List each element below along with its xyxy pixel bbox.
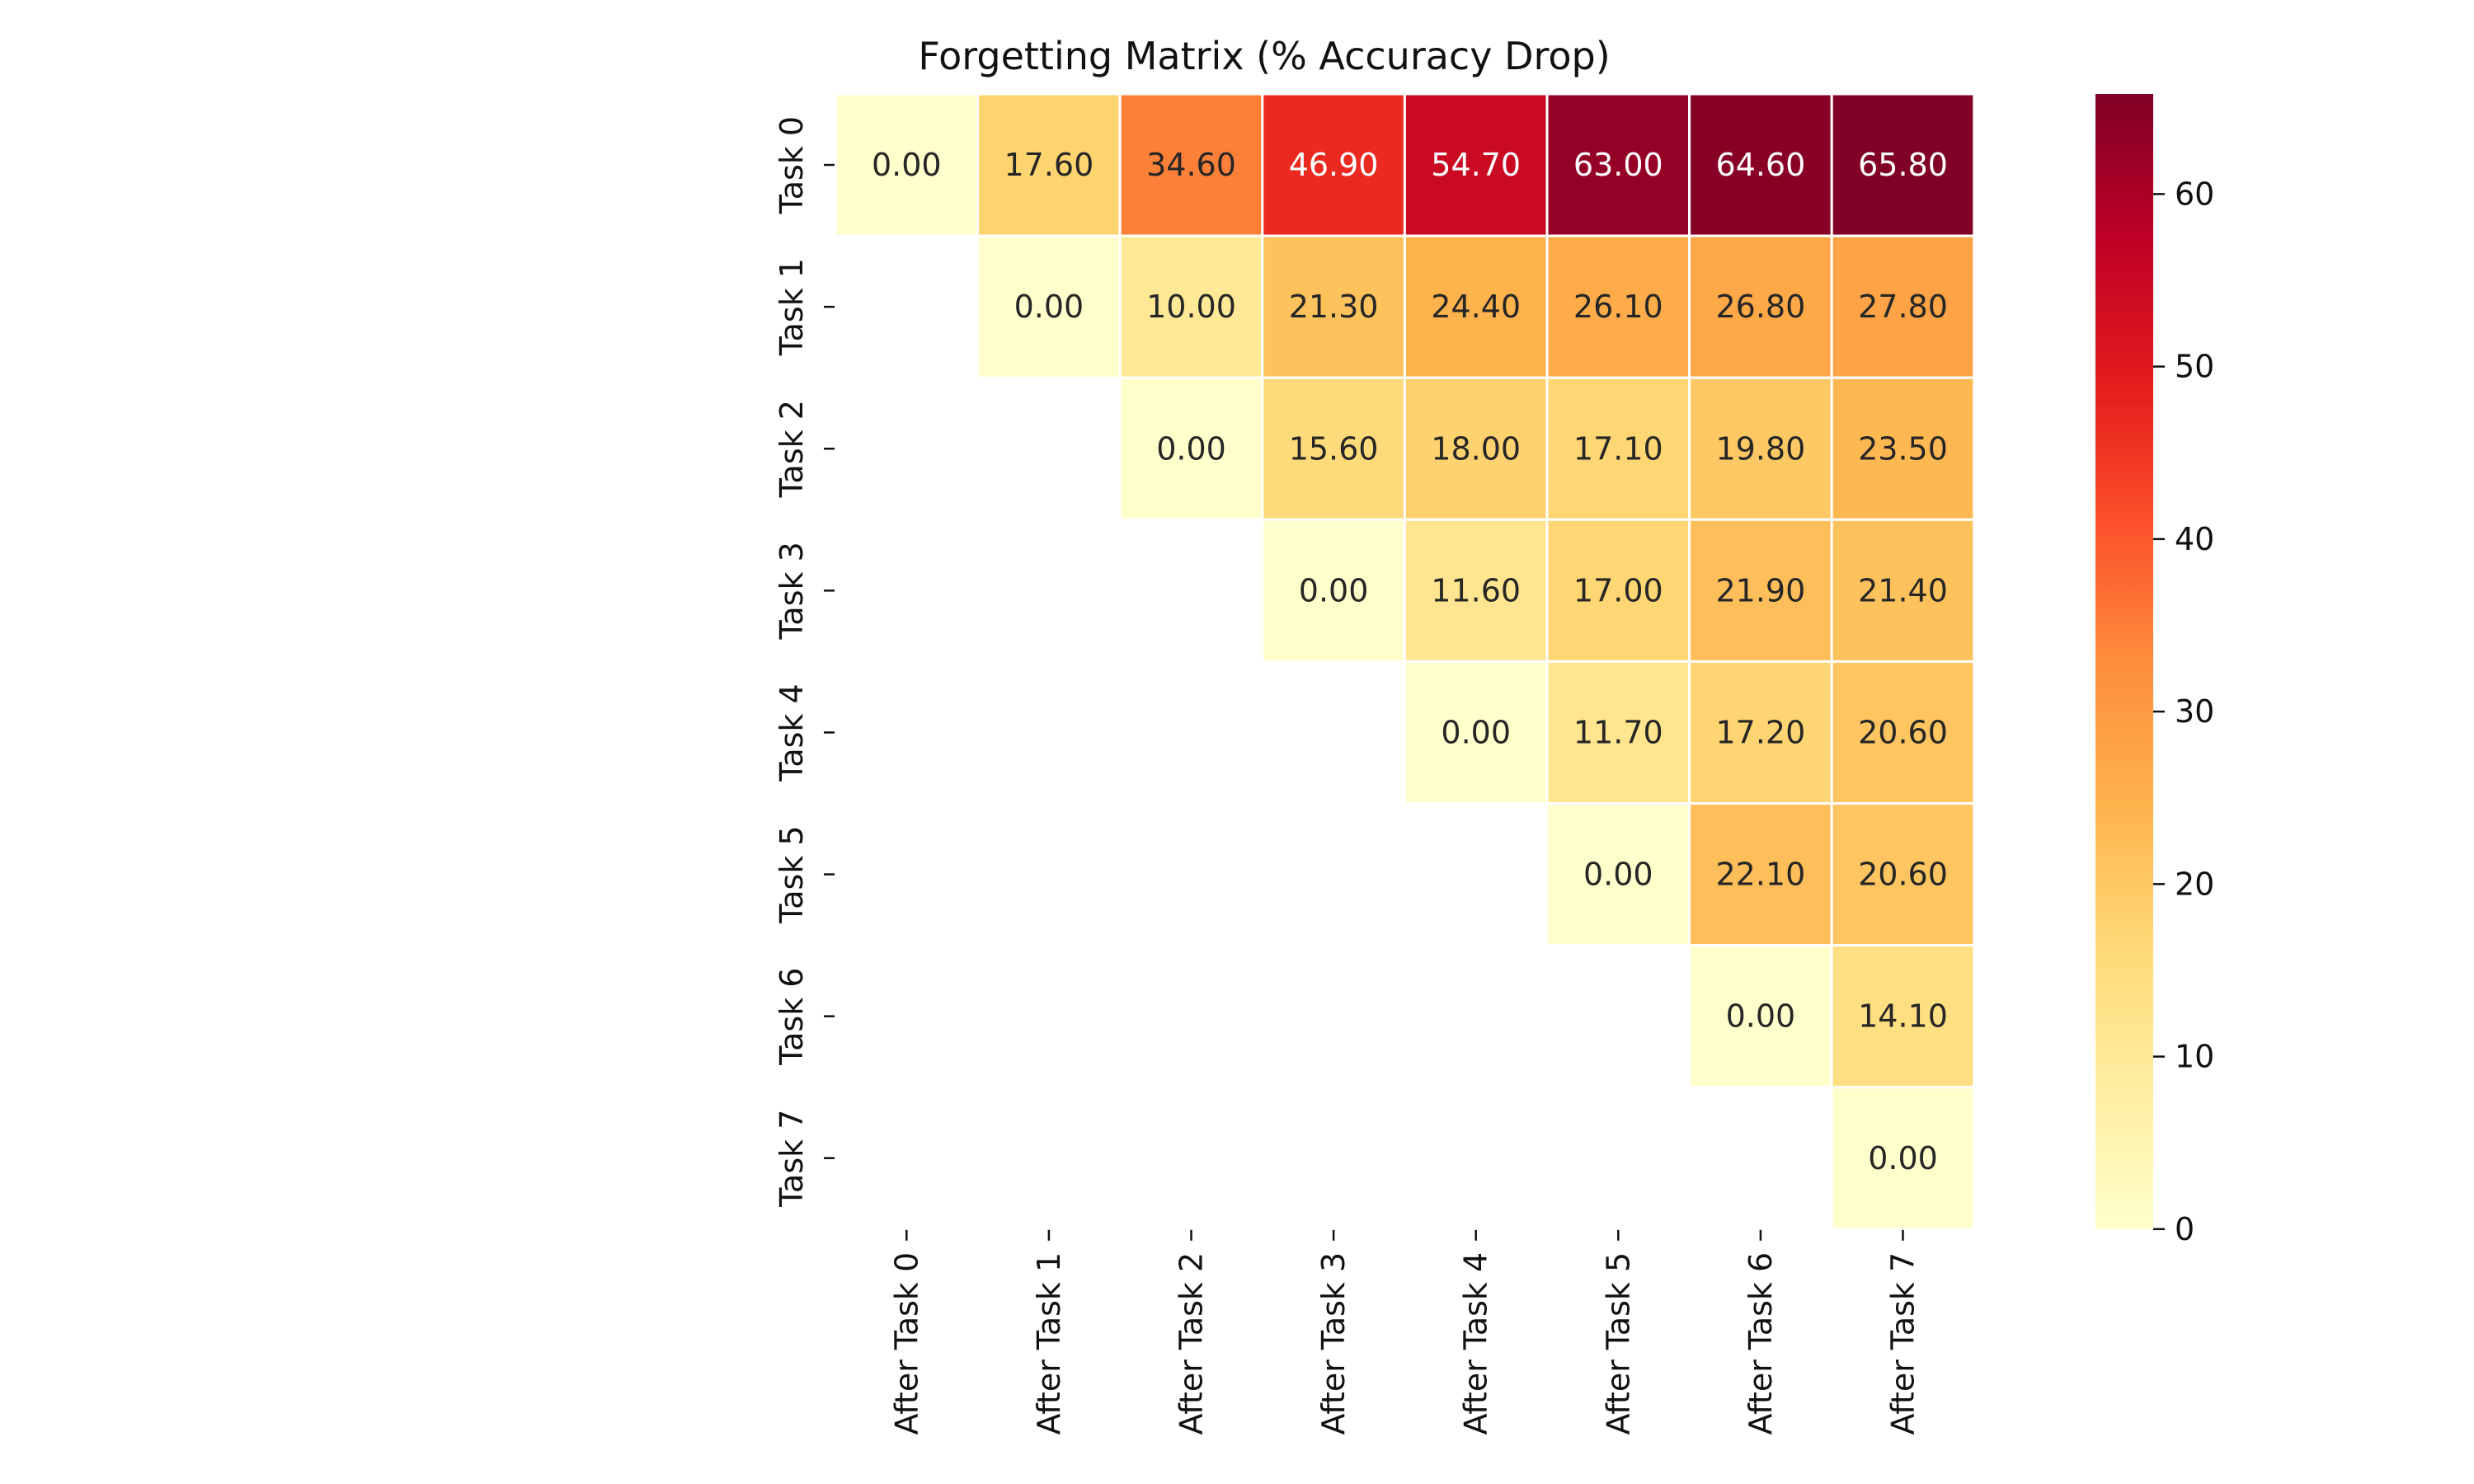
heatmap-cell — [1830, 376, 1976, 521]
cell-value-label: 11.70 — [1573, 714, 1663, 750]
cell-value-label: 26.10 — [1573, 289, 1663, 325]
heatmap-cell — [1830, 518, 1976, 663]
cell-value-label: 21.90 — [1716, 572, 1806, 608]
heatmap-cell — [1545, 802, 1691, 947]
chart-title: Forgetting Matrix (% Accuracy Drop) — [918, 34, 1610, 78]
colorbar-gradient — [2095, 94, 2153, 1229]
heatmap-cell — [976, 92, 1122, 237]
y-tick-label: Task 1 — [774, 258, 810, 356]
cell-value-label: 34.60 — [1146, 147, 1236, 183]
cell-value-label: 17.20 — [1716, 714, 1806, 750]
colorbar-ticks: 0 10 20 30 40 50 60 — [2153, 176, 2214, 1247]
heatmap-cell — [1830, 1086, 1976, 1231]
x-axis: After Task 0 After Task 1 After Task 2 Afte… — [888, 1229, 1921, 1435]
cell-value-label: 17.00 — [1573, 572, 1663, 608]
cell-value-label: 54.70 — [1431, 147, 1521, 183]
cell-value-label: 65.80 — [1858, 147, 1948, 183]
heatmap-cell — [834, 92, 980, 237]
y-tick-label: Task 0 — [774, 116, 810, 214]
cell-value-label: 18.00 — [1431, 430, 1521, 467]
heatmap-cell — [1403, 660, 1549, 805]
heatmap-cell — [1261, 376, 1406, 521]
cell-value-label: 24.40 — [1431, 289, 1521, 325]
heatmap-cell — [1403, 234, 1549, 379]
cell-value-label: 20.60 — [1858, 857, 1948, 893]
y-tick-label: Task 3 — [774, 542, 810, 640]
heatmap-cell — [1830, 660, 1976, 805]
cell-value-label: 21.40 — [1858, 572, 1948, 608]
cell-value-label: 0.00 — [1014, 289, 1084, 325]
heatmap-cells: 0.00 17.60 34.60 46.90 54.70 63.00 64.60 65.80 0… — [834, 92, 1976, 1231]
heatmap-cell — [1688, 376, 1833, 521]
cell-value-label: 21.30 — [1289, 289, 1379, 325]
x-tick-label: After Task 2 — [1174, 1252, 1210, 1435]
colorbar: 0 10 20 30 40 50 60 — [2095, 94, 2214, 1247]
x-tick-label: After Task 1 — [1031, 1252, 1067, 1435]
colorbar-tick-label: 20 — [2175, 866, 2214, 902]
heatmap-cell — [1118, 92, 1264, 237]
cell-value-label: 17.10 — [1573, 430, 1663, 467]
heatmap-cell — [976, 234, 1122, 379]
cell-value-label: 0.00 — [872, 147, 942, 183]
heatmap-cell — [1545, 376, 1691, 521]
heatmap-cell — [1118, 376, 1264, 521]
cell-value-label: 19.80 — [1716, 430, 1806, 467]
cell-value-label: 17.60 — [1004, 147, 1094, 183]
y-tick-label: Task 7 — [774, 1110, 810, 1208]
y-tick-label: Task 5 — [774, 825, 810, 923]
cell-value-label: 26.80 — [1716, 289, 1806, 325]
x-tick-label: After Task 0 — [888, 1252, 924, 1435]
x-tick-label: After Task 5 — [1600, 1252, 1636, 1435]
y-tick-label: Task 6 — [774, 968, 810, 1066]
heatmap-cell — [1688, 518, 1833, 663]
y-tick-label: Task 2 — [774, 400, 810, 498]
heatmap-cell — [1688, 660, 1833, 805]
y-axis: Task 0 Task 1 Task 2 Task 3 Task 4 Task 5 Task… — [774, 116, 835, 1208]
colorbar-tick-label: 30 — [2175, 693, 2214, 730]
cell-value-label: 27.80 — [1858, 289, 1948, 325]
colorbar-tick-label: 0 — [2175, 1211, 2194, 1247]
cell-value-label: 46.90 — [1289, 147, 1379, 183]
cell-value-label: 0.00 — [1441, 714, 1511, 750]
cell-value-label: 0.00 — [1726, 998, 1796, 1035]
heatmap-cell — [1403, 518, 1549, 663]
colorbar-tick-label: 50 — [2175, 349, 2214, 385]
x-tick-label: After Task 6 — [1743, 1252, 1779, 1435]
heatmap-cell — [1830, 92, 1976, 237]
cell-value-label: 0.00 — [1299, 572, 1369, 608]
cell-value-label: 15.60 — [1289, 430, 1379, 467]
y-tick-label: Task 4 — [774, 683, 810, 782]
x-tick-label: After Task 4 — [1458, 1252, 1494, 1435]
colorbar-tick-label: 60 — [2175, 176, 2214, 212]
cell-value-label: 20.60 — [1858, 714, 1948, 750]
cell-value-label: 0.00 — [1583, 857, 1653, 893]
cell-value-label: 11.60 — [1431, 572, 1521, 608]
heatmap-cell — [1403, 376, 1549, 521]
heatmap-cell — [1545, 92, 1691, 237]
cell-value-label: 14.10 — [1858, 998, 1948, 1035]
colorbar-tick-label: 40 — [2175, 521, 2214, 557]
heatmap-cell — [1830, 802, 1976, 947]
x-tick-label: After Task 7 — [1885, 1252, 1921, 1435]
cell-value-label: 0.00 — [1156, 430, 1226, 467]
cell-value-label: 10.00 — [1146, 289, 1236, 325]
heatmap-cell — [1261, 518, 1406, 663]
cell-value-label: 63.00 — [1573, 147, 1663, 183]
cell-value-label: 22.10 — [1716, 857, 1806, 893]
heatmap-cell — [1545, 660, 1691, 805]
cell-value-label: 23.50 — [1858, 430, 1948, 467]
heatmap-cell — [1688, 234, 1833, 379]
colorbar-tick-label: 10 — [2175, 1039, 2214, 1075]
cell-value-label: 64.60 — [1716, 147, 1806, 183]
cell-value-label: 0.00 — [1868, 1140, 1938, 1176]
heatmap-cell — [1688, 944, 1833, 1089]
heatmap-cell — [1118, 234, 1264, 379]
x-tick-label: After Task 3 — [1315, 1252, 1352, 1435]
